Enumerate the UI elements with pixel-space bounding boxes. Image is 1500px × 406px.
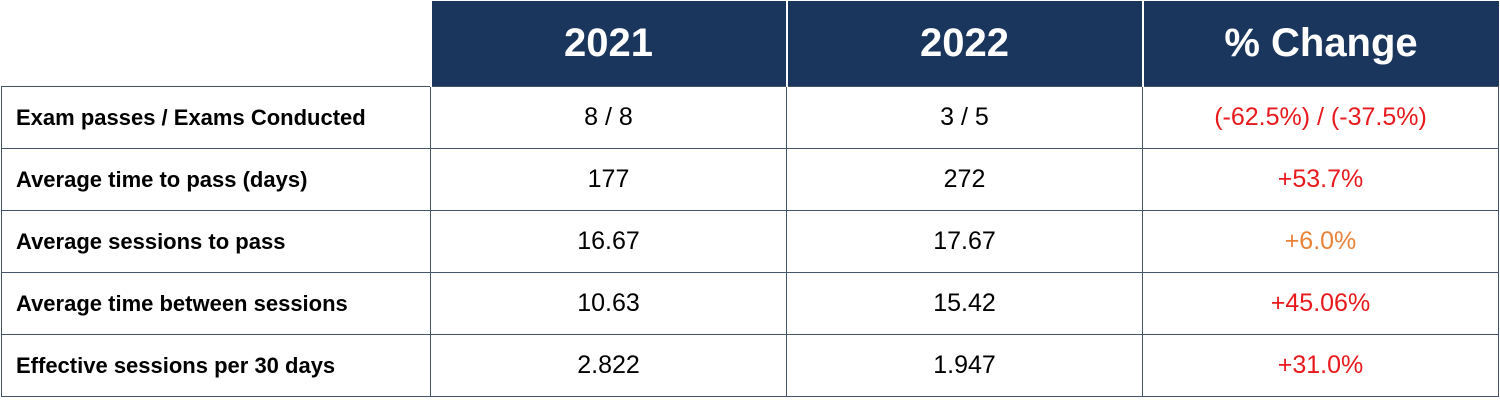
change-cell: +31.0% bbox=[1142, 334, 1499, 397]
table-row: Average time between sessions 10.63 15.42 +… bbox=[1, 272, 1499, 335]
header-row: 2021 2022 % Change bbox=[1, 1, 1499, 87]
row-label: Average time between sessions bbox=[1, 272, 431, 335]
row-label: Exam passes / Exams Conducted bbox=[1, 86, 431, 149]
table-row: Effective sessions per 30 days 2.822 1.947… bbox=[1, 334, 1499, 397]
row-label: Average sessions to pass bbox=[1, 210, 431, 273]
change-cell: +6.0% bbox=[1142, 210, 1499, 273]
header-cell: 2021 bbox=[429, 1, 787, 87]
value-cell: 15.42 bbox=[786, 272, 1143, 335]
change-cell: +45.06% bbox=[1142, 272, 1499, 335]
change-cell: +53.7% bbox=[1142, 148, 1499, 211]
value-cell: 16.67 bbox=[430, 210, 787, 273]
value-cell: 8 / 8 bbox=[430, 86, 787, 149]
value-cell: 3 / 5 bbox=[786, 86, 1143, 149]
table-row: Average sessions to pass 16.67 17.67 +6.0% bbox=[1, 210, 1499, 273]
blank-cell bbox=[1, 1, 431, 87]
value-cell: 10.63 bbox=[430, 272, 787, 335]
value-cell: 1.947 bbox=[786, 334, 1143, 397]
header-cell: 2022 bbox=[785, 1, 1143, 87]
header-cell: % Change bbox=[1141, 1, 1499, 87]
value-cell: 2.822 bbox=[430, 334, 787, 397]
value-cell: 17.67 bbox=[786, 210, 1143, 273]
change-cell: (-62.5%) / (-37.5%) bbox=[1142, 86, 1499, 149]
comparison-table: 2021 2022 % Change Exam passes / Exams C… bbox=[1, 1, 1499, 397]
value-cell: 272 bbox=[786, 148, 1143, 211]
table-row: Average time to pass (days) 177 272 +53.7% bbox=[1, 148, 1499, 211]
value-cell: 177 bbox=[430, 148, 787, 211]
row-label: Effective sessions per 30 days bbox=[1, 334, 431, 397]
row-label: Average time to pass (days) bbox=[1, 148, 431, 211]
